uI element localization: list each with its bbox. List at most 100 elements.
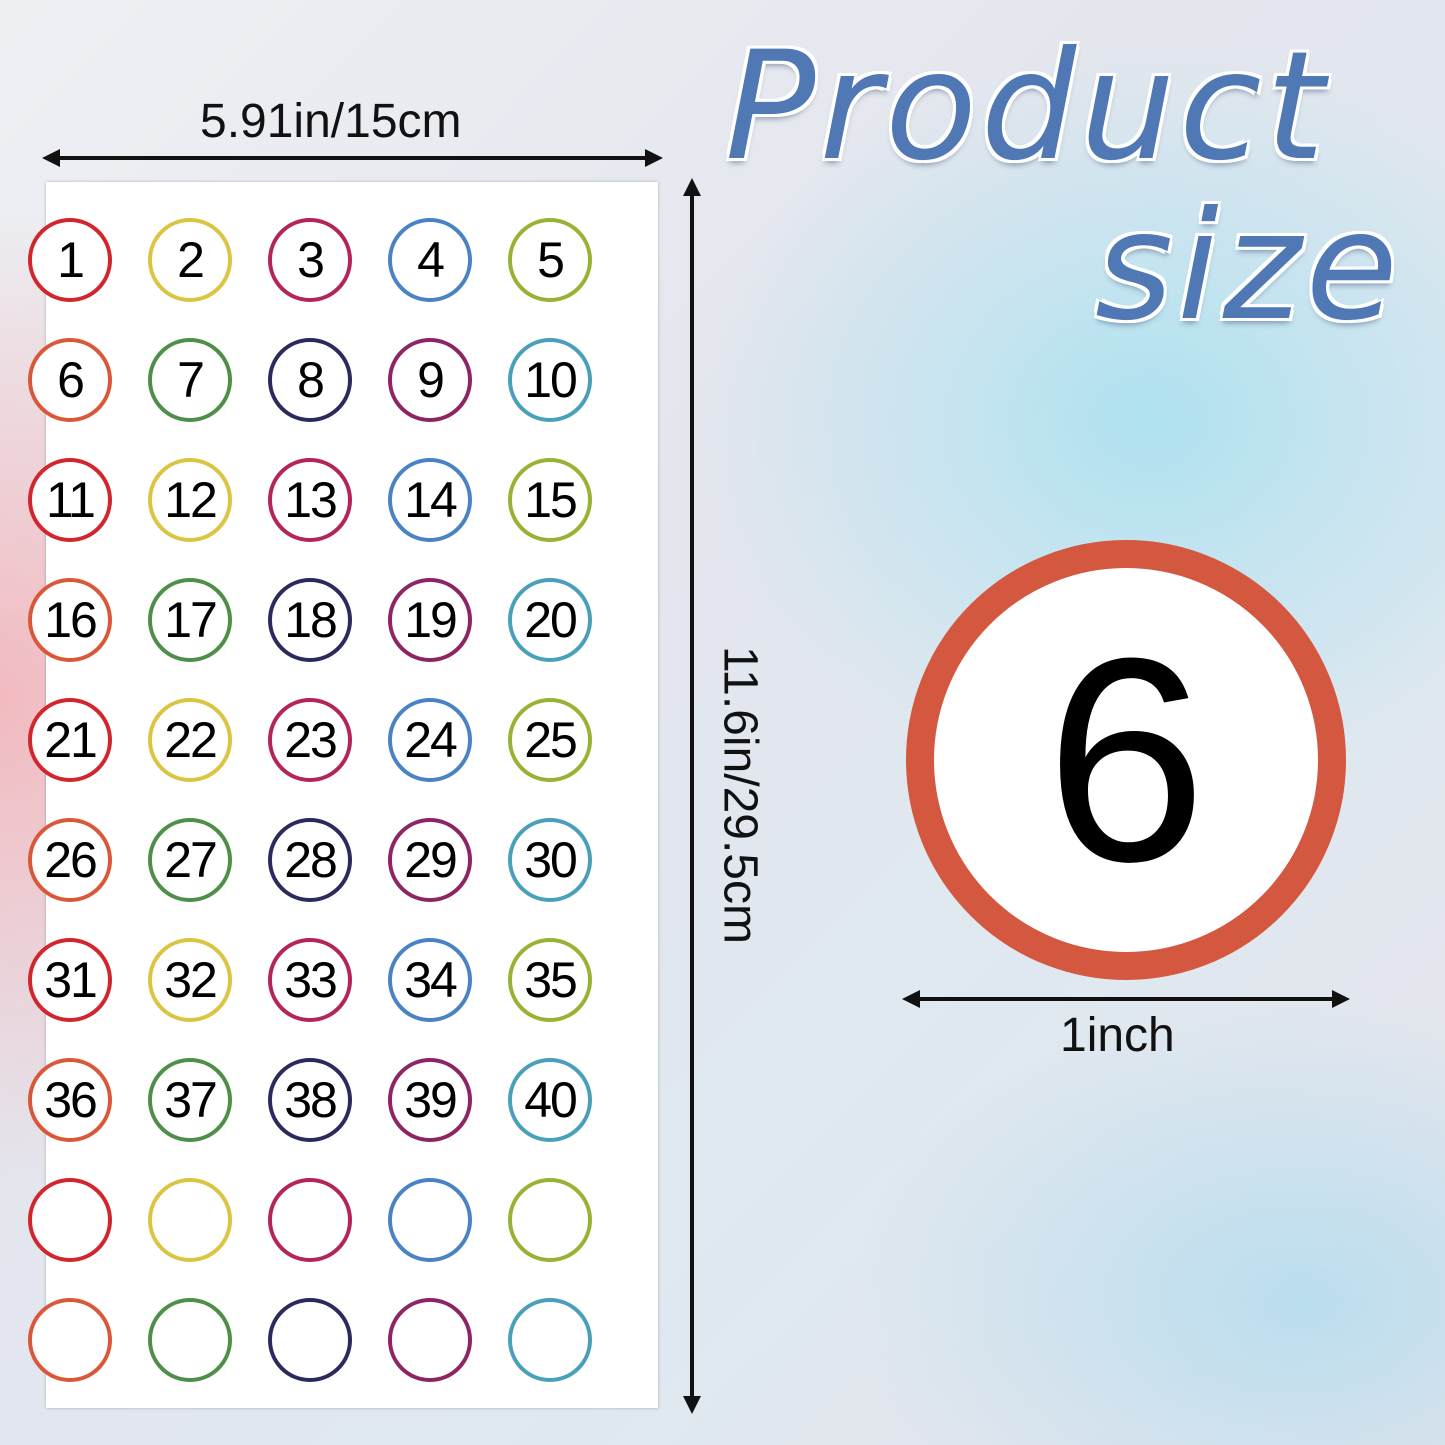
sticker-number: 19 xyxy=(404,592,458,648)
sticker: 8 xyxy=(268,338,352,422)
sticker-number: 38 xyxy=(284,1072,338,1128)
sticker-number: 25 xyxy=(524,712,578,768)
sticker: 10 xyxy=(508,338,592,422)
sticker: 35 xyxy=(508,938,592,1022)
sticker-number: 35 xyxy=(524,952,578,1008)
sticker xyxy=(508,1178,592,1262)
sticker-number: 16 xyxy=(44,592,98,648)
sticker-number: 37 xyxy=(164,1072,218,1128)
sticker xyxy=(28,1298,112,1382)
height-label: 11.6in/29.5cm xyxy=(713,646,767,944)
title-product: Product xyxy=(725,20,1329,194)
sticker: 23 xyxy=(268,698,352,782)
sticker: 7 xyxy=(148,338,232,422)
sticker: 2 xyxy=(148,218,232,302)
sticker-number: 39 xyxy=(404,1072,458,1128)
sticker: 31 xyxy=(28,938,112,1022)
width-arrow xyxy=(42,149,663,167)
sticker-number: 11 xyxy=(46,472,96,528)
sticker: 15 xyxy=(508,458,592,542)
sticker-number: 13 xyxy=(284,472,338,528)
sticker: 5 xyxy=(508,218,592,302)
sticker xyxy=(268,1178,352,1262)
sticker-number: 6 xyxy=(57,352,85,408)
sticker: 11 xyxy=(28,458,112,542)
sticker-number: 40 xyxy=(524,1072,578,1128)
title-size: size xyxy=(1095,180,1402,354)
sticker: 16 xyxy=(28,578,112,662)
big-sticker: 6 xyxy=(906,540,1346,980)
sticker xyxy=(28,1178,112,1262)
sticker: 19 xyxy=(388,578,472,662)
sticker: 20 xyxy=(508,578,592,662)
sticker: 1 xyxy=(28,218,112,302)
sticker-number: 14 xyxy=(404,472,458,528)
sticker-number: 5 xyxy=(537,232,565,288)
sticker: 29 xyxy=(388,818,472,902)
sticker xyxy=(148,1178,232,1262)
sticker xyxy=(388,1298,472,1382)
sticker-number: 28 xyxy=(284,832,338,888)
sticker: 27 xyxy=(148,818,232,902)
sticker: 14 xyxy=(388,458,472,542)
sticker: 40 xyxy=(508,1058,592,1142)
sticker-number: 33 xyxy=(284,952,338,1008)
sticker: 33 xyxy=(268,938,352,1022)
sticker: 3 xyxy=(268,218,352,302)
sticker-number: 9 xyxy=(417,352,445,408)
sticker: 22 xyxy=(148,698,232,782)
diameter-label: 1inch xyxy=(1060,1009,1175,1062)
sticker-number: 12 xyxy=(164,472,218,528)
sticker-number: 17 xyxy=(164,592,218,648)
sticker: 28 xyxy=(268,818,352,902)
big-sticker-number: 6 xyxy=(1045,597,1207,922)
sticker-number: 2 xyxy=(177,232,205,288)
sticker: 32 xyxy=(148,938,232,1022)
sticker: 26 xyxy=(28,818,112,902)
sticker-number: 36 xyxy=(44,1072,98,1128)
sticker-number: 4 xyxy=(417,232,445,288)
sticker: 34 xyxy=(388,938,472,1022)
sticker xyxy=(268,1298,352,1382)
sticker: 30 xyxy=(508,818,592,902)
sticker: 21 xyxy=(28,698,112,782)
sticker: 36 xyxy=(28,1058,112,1142)
sticker-number: 10 xyxy=(524,352,578,408)
sticker-number: 23 xyxy=(284,712,338,768)
diameter-arrow xyxy=(902,990,1350,1008)
sticker: 9 xyxy=(388,338,472,422)
sticker: 39 xyxy=(388,1058,472,1142)
sticker-number: 7 xyxy=(177,352,205,408)
sticker-number: 18 xyxy=(284,592,338,648)
sticker: 37 xyxy=(148,1058,232,1142)
sticker-number: 29 xyxy=(404,832,458,888)
sticker: 38 xyxy=(268,1058,352,1142)
sticker: 18 xyxy=(268,578,352,662)
sticker-number: 34 xyxy=(404,952,458,1008)
sticker-number: 15 xyxy=(524,472,578,528)
sticker-number: 8 xyxy=(297,352,325,408)
sticker-number: 3 xyxy=(297,232,325,288)
sticker-number: 20 xyxy=(524,592,578,648)
sticker-number: 31 xyxy=(44,952,98,1008)
sticker: 4 xyxy=(388,218,472,302)
sticker-sheet: 1 2 3 4 5 6 7 8 9 10 11 12 13 14 15 16 17 18 19 20 21 22 23 24 2… xyxy=(28,182,658,1408)
sticker: 12 xyxy=(148,458,232,542)
sticker-number: 22 xyxy=(164,712,218,768)
sticker-number: 21 xyxy=(44,712,98,768)
sticker-number: 27 xyxy=(164,832,218,888)
sticker-number: 24 xyxy=(404,712,458,768)
sticker xyxy=(388,1178,472,1262)
sticker-number: 1 xyxy=(57,232,85,288)
sticker-number: 30 xyxy=(524,832,578,888)
sticker-number: 32 xyxy=(164,952,218,1008)
sticker: 25 xyxy=(508,698,592,782)
sticker: 13 xyxy=(268,458,352,542)
width-label: 5.91in/15cm xyxy=(200,95,462,148)
sticker-number: 26 xyxy=(44,832,98,888)
sticker: 6 xyxy=(28,338,112,422)
sticker: 17 xyxy=(148,578,232,662)
sticker xyxy=(148,1298,232,1382)
sticker xyxy=(508,1298,592,1382)
sticker: 24 xyxy=(388,698,472,782)
